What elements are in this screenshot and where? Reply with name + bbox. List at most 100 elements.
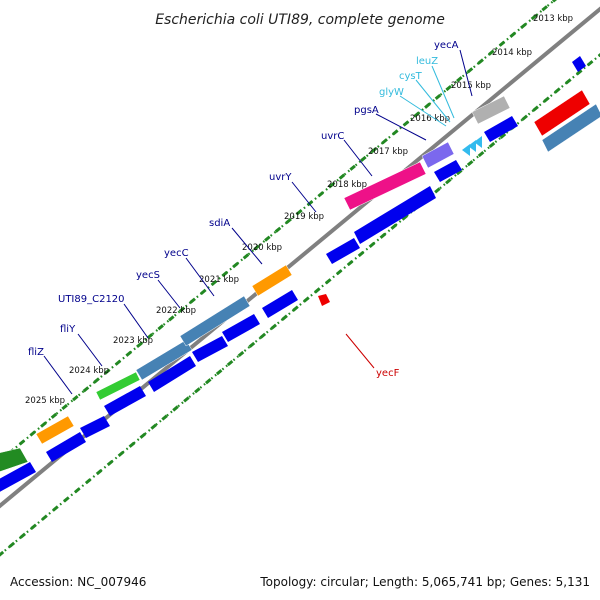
inner-tick-ring	[0, 53, 600, 557]
major-tick	[552, 0, 558, 3]
major-tick	[210, 279, 218, 287]
kbp-tick-label: 2018 kbp	[327, 180, 367, 190]
major-tick	[8, 541, 16, 548]
gene-label[interactable]: yecC	[164, 248, 189, 259]
gene-label[interactable]: sdiA	[209, 218, 230, 229]
major-tick	[554, 87, 561, 94]
feature-block[interactable]	[343, 161, 427, 211]
cds-arrow[interactable]	[326, 238, 360, 264]
major-tick	[215, 369, 223, 376]
feature-block[interactable]	[95, 371, 141, 401]
trna-arrow[interactable]	[468, 140, 476, 152]
major-tick	[381, 138, 388, 145]
major-tick	[477, 150, 485, 158]
feature-block[interactable]	[35, 415, 75, 445]
major-tick	[543, 96, 550, 103]
gene-label[interactable]: UTI89_C2120	[58, 294, 125, 305]
major-tick	[106, 459, 114, 467]
gene-label[interactable]: yecF	[376, 368, 400, 379]
feature-block[interactable]	[179, 295, 251, 347]
major-tick	[368, 241, 376, 249]
cds-arrow[interactable]	[46, 432, 86, 462]
feature-block[interactable]	[541, 103, 600, 153]
leader-line	[231, 227, 263, 265]
major-tick	[413, 111, 420, 118]
major-tick	[139, 432, 147, 439]
leader-line	[431, 65, 455, 119]
major-tick	[346, 260, 354, 267]
gene-label[interactable]: fliY	[60, 324, 76, 335]
gene-label[interactable]: yecA	[434, 40, 459, 51]
gene-label[interactable]: cysT	[399, 71, 423, 82]
major-tick	[270, 323, 277, 330]
gene-label[interactable]: leuZ	[416, 56, 438, 67]
gene-label[interactable]: fliZ	[28, 347, 44, 358]
major-tick	[521, 114, 528, 121]
cds-arrow[interactable]	[104, 386, 146, 416]
major-tick	[40, 421, 47, 428]
trna-arrows	[462, 136, 482, 156]
major-tick	[72, 395, 79, 402]
major-tick	[168, 315, 175, 322]
major-tick	[338, 173, 346, 180]
major-tick	[498, 40, 506, 47]
major-tick	[63, 496, 70, 503]
gene-label[interactable]: uvrC	[321, 131, 344, 142]
genome-backbone	[0, 6, 600, 509]
cds-arrow[interactable]	[148, 356, 196, 392]
major-tick	[520, 22, 527, 30]
kbp-tick-label: 2016 kbp	[410, 114, 450, 124]
major-tick	[296, 208, 303, 216]
cds-arrow[interactable]	[262, 290, 298, 318]
kbp-tick-labels: 2013 kbp 2014 kbp 2015 kbp 2016 kbp 2017…	[25, 14, 573, 406]
major-tick	[19, 532, 27, 539]
gene-label[interactable]: glyW	[379, 87, 404, 98]
feature-block[interactable]	[471, 95, 511, 125]
major-tick	[349, 164, 356, 171]
gene-label[interactable]: uvrY	[269, 172, 292, 183]
accession-text: Accession: NC_007946	[10, 575, 146, 589]
cds-arrow[interactable]	[572, 56, 586, 72]
feature-block[interactable]	[421, 141, 455, 169]
major-tick	[232, 262, 239, 269]
major-tick	[221, 271, 228, 278]
cds-arrow[interactable]	[0, 462, 36, 494]
cds-arrow[interactable]	[80, 416, 110, 438]
feature-block[interactable]	[533, 89, 591, 137]
gene-labels: yecA leuZ cysT glyW pgsA uvrC uvrY sdiA …	[28, 40, 459, 379]
gene-label[interactable]: yecS	[136, 270, 160, 281]
cds-arrow[interactable]	[484, 116, 518, 142]
leader-line	[375, 113, 427, 141]
cds-arrow[interactable]	[192, 336, 228, 362]
major-tick	[370, 146, 378, 154]
cds-arrow[interactable]	[434, 160, 462, 182]
major-tick	[93, 377, 100, 384]
leader-line	[459, 49, 473, 97]
kbp-tick-label: 2025 kbp	[25, 396, 65, 406]
feature-block[interactable]	[135, 339, 193, 381]
major-tick	[509, 31, 516, 38]
kbp-tick-label: 2024 kbp	[69, 366, 109, 376]
leader-line	[415, 79, 451, 123]
cds-arrow[interactable]	[222, 314, 260, 342]
major-tick	[390, 223, 398, 230]
major-tick	[499, 132, 507, 139]
major-tick	[61, 403, 68, 411]
outer-tick-ring	[0, 0, 557, 463]
trna-arrow[interactable]	[474, 136, 482, 148]
gene-label[interactable]: pgsA	[354, 105, 379, 116]
major-tick	[401, 214, 408, 221]
yecF-marker[interactable]	[318, 294, 330, 306]
trna-arrow[interactable]	[462, 144, 470, 156]
major-tick	[95, 469, 103, 476]
leader-line	[345, 333, 375, 369]
major-tick	[360, 155, 367, 162]
cds-arrow[interactable]	[354, 186, 436, 244]
feature-block[interactable]	[251, 264, 293, 297]
major-tick	[30, 523, 37, 530]
kbp-tick-label: 2013 kbp	[533, 14, 573, 24]
leader-line	[185, 257, 215, 297]
feature-block[interactable]	[0, 447, 29, 475]
major-tick	[379, 232, 387, 239]
